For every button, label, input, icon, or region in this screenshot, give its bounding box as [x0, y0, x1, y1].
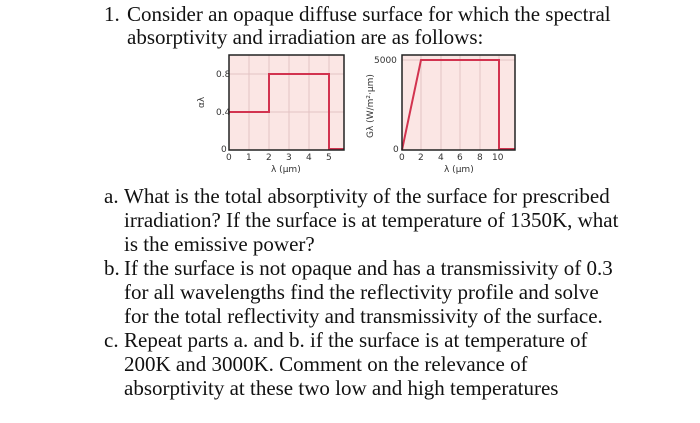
problem-number: 1. [104, 2, 120, 26]
svg-text:3: 3 [286, 153, 292, 163]
svg-text:0: 0 [226, 153, 232, 163]
svg-text:8: 8 [477, 153, 483, 163]
ytick-5000: 5000 [374, 56, 397, 66]
absorptivity-chart: 0.8 0.4 0 0 1 2 3 4 5 λ (μm) αλ [197, 54, 345, 175]
svg-text:4: 4 [438, 153, 444, 163]
ytick-0: 0 [221, 145, 227, 155]
svg-text:0: 0 [399, 153, 405, 163]
part-b-line-3: for the total reflectivity and transmiss… [124, 304, 603, 328]
part-b-line-2: for all wavelengths find the reflectivit… [124, 280, 599, 304]
svg-text:10: 10 [492, 153, 504, 163]
y-axis-label: αλ [197, 96, 207, 108]
x-axis-label: λ (μm) [271, 165, 301, 175]
part-a-line-2: irradiation? If the surface is at temper… [124, 208, 619, 232]
ytick-0: 0 [393, 145, 399, 155]
part-b-line-1: If the surface is not opaque and has a t… [124, 256, 613, 280]
part-b-label: b. [104, 256, 120, 280]
svg-text:6: 6 [457, 153, 463, 163]
y-axis-label: Gλ (W/m²·μm) [366, 74, 376, 138]
svg-text:2: 2 [418, 153, 424, 163]
part-a-label: a. [104, 184, 119, 208]
part-c-line-3: absorptivity at these two low and high t… [124, 376, 559, 400]
svg-text:4: 4 [306, 153, 312, 163]
x-axis-label: λ (μm) [444, 165, 474, 175]
part-c-label: c. [104, 328, 119, 352]
ytick-0.4: 0.4 [216, 108, 231, 118]
svg-text:5: 5 [326, 153, 332, 163]
svg-text:2: 2 [266, 153, 272, 163]
irradiation-chart: 5000 0 0 2 4 6 8 10 λ (μm) Gλ (W/m²·μm) [366, 54, 516, 175]
part-a-line-1: What is the total absorptivity of the su… [124, 184, 610, 208]
part-c-line-1: Repeat parts a. and b. if the surface is… [124, 328, 588, 352]
intro-line-1: Consider an opaque diffuse surface for w… [127, 2, 611, 26]
intro-line-2: absorptivity and irradiation are as foll… [127, 25, 484, 49]
ytick-0.8: 0.8 [216, 70, 231, 80]
part-a-line-3: is the emissive power? [124, 232, 315, 256]
part-c-line-2: 200K and 3000K. Comment on the relevance… [124, 352, 528, 376]
svg-text:1: 1 [246, 153, 252, 163]
